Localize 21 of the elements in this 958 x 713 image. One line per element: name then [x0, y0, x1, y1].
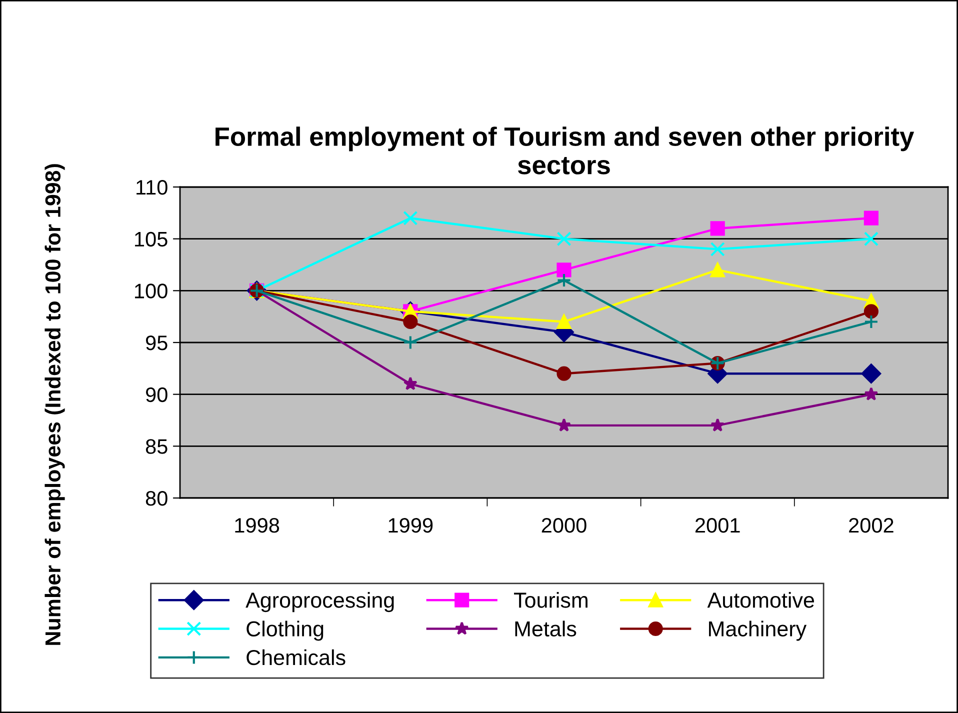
x-tick-label: 1998	[235, 518, 280, 533]
x-tick-label: 1999	[388, 518, 433, 533]
chart-title: Formal employment of Tourism and seven other priority sectors	[216, 126, 914, 174]
y-tick-label: 80	[146, 491, 168, 506]
y-tick-label: 90	[146, 387, 168, 402]
x-tick-label: 2000	[542, 518, 586, 533]
y-tick-label: 85	[146, 439, 168, 454]
y-tick-label: 105	[135, 232, 168, 247]
legend-label: Automotive	[707, 592, 814, 608]
y-tick-label: 100	[135, 284, 168, 298]
legend-label: Metals	[515, 620, 576, 637]
y-tick-label: 95	[146, 336, 168, 350]
legend-label: Agroprocessing	[246, 592, 394, 612]
y-axis-title: Number of employees (Indexed to 100 for 1998)	[44, 164, 65, 645]
legend-label: Machinery	[709, 620, 807, 641]
legend-label: Tourism	[514, 592, 588, 608]
x-tick-label: 2002	[849, 518, 894, 533]
legend-label: Clothing	[246, 620, 324, 641]
x-tick-label: 2001	[695, 518, 740, 533]
y-tick-label: 110	[136, 180, 168, 195]
legend-label: Chemicals	[246, 649, 346, 666]
